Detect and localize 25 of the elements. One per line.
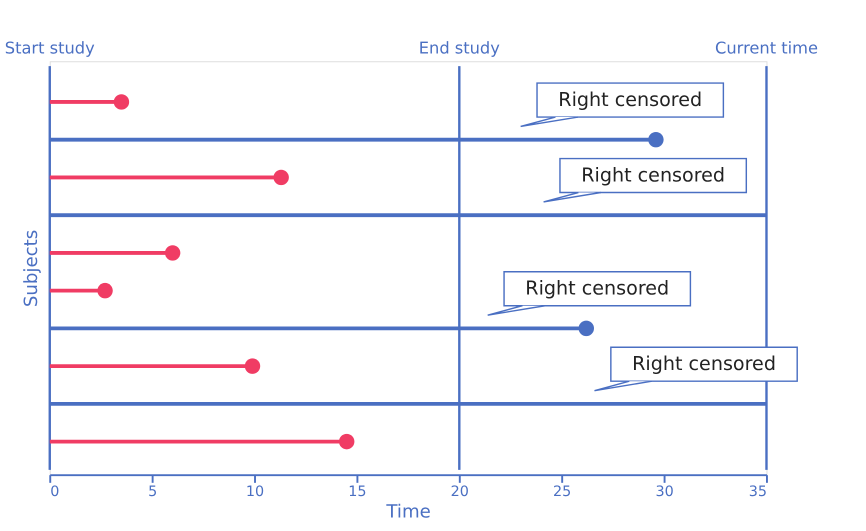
annotation: Right censored bbox=[558, 88, 702, 111]
annotation: Right censored bbox=[581, 163, 726, 186]
point bbox=[164, 245, 180, 261]
x-tick-label: 30 bbox=[655, 484, 674, 500]
annotation: Right censored bbox=[632, 352, 776, 375]
ref-line-label: Current time bbox=[715, 38, 818, 58]
ref-line-label: End study bbox=[418, 38, 500, 58]
point bbox=[578, 320, 594, 336]
y-axis-title: Subjects bbox=[20, 230, 42, 308]
point bbox=[648, 132, 664, 148]
x-tick-label: 5 bbox=[148, 484, 158, 500]
point bbox=[338, 434, 354, 450]
ref-line-label: Start study bbox=[4, 38, 96, 58]
x-tick-label: 10 bbox=[246, 484, 264, 500]
x-tick-label: 0 bbox=[50, 484, 60, 500]
point bbox=[273, 170, 289, 186]
x-tick-label: 20 bbox=[450, 484, 469, 500]
point bbox=[244, 358, 260, 374]
x-tick-label: 25 bbox=[553, 484, 572, 500]
x-tick-label: 15 bbox=[348, 484, 367, 500]
point bbox=[97, 282, 113, 298]
point bbox=[114, 94, 130, 110]
annotation: Right censored bbox=[525, 276, 670, 300]
x-axis-title: Time bbox=[385, 501, 431, 522]
x-tick-label: 35 bbox=[748, 484, 767, 500]
